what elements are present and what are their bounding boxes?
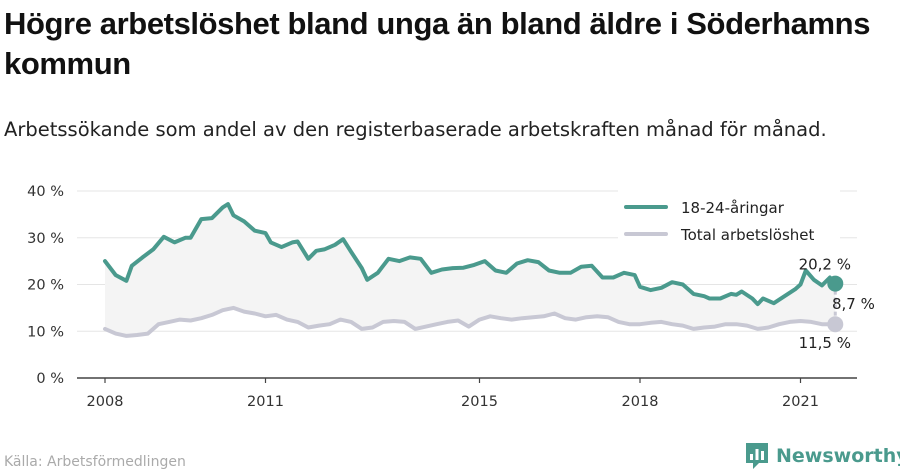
end-annotations: 20,2 % 11,5 % 8,7 %	[799, 256, 875, 353]
legend-background	[618, 188, 840, 248]
series-line-total	[103, 305, 838, 338]
x-tick-label: 2018	[622, 394, 659, 410]
x-tick-label: 2008	[87, 394, 124, 410]
brand-name: Newsworthy	[776, 445, 900, 467]
x-tick-label: 2011	[247, 394, 284, 410]
y-axis: 0 % 10 % 20 % 30 % 40 %	[27, 184, 64, 387]
total-end-marker	[827, 316, 844, 333]
legend-label-total: Total arbetslöshet	[680, 226, 815, 244]
line-chart: 0 % 10 % 20 % 30 % 40 % 2008 2011 2015 2018 2021…	[27, 184, 875, 410]
youth-end-label: 20,2 %	[799, 256, 851, 274]
brand-logo: Newsworthy	[744, 441, 900, 471]
chart-title: Högre arbetslöshet bland unga än bland ä…	[4, 6, 871, 81]
source-note: Källa: Arbetsförmedlingen	[4, 454, 186, 470]
gap-band	[105, 204, 836, 336]
y-tick-label: 40 %	[27, 184, 64, 200]
gap-label: 8,7 %	[832, 295, 875, 313]
newsworthy-icon	[746, 443, 768, 469]
legend-label-youth: 18-24-åringar	[681, 199, 785, 217]
y-tick-label: 0 %	[36, 371, 64, 387]
y-tick-label: 20 %	[27, 278, 64, 294]
legend: 18-24-åringar Total arbetslöshet	[618, 188, 840, 248]
x-tick-label: 2021	[782, 394, 819, 410]
youth-end-marker	[827, 275, 844, 292]
x-tick-label: 2015	[461, 394, 498, 410]
y-tick-label: 10 %	[27, 324, 64, 340]
series-line-youth	[103, 202, 838, 307]
y-tick-label: 30 %	[27, 231, 64, 247]
chart-subtitle: Arbetssökande som andel av den registerb…	[4, 118, 827, 141]
x-axis: 2008 2011 2015 2018 2021	[77, 377, 857, 410]
total-end-label: 11,5 %	[799, 334, 851, 352]
